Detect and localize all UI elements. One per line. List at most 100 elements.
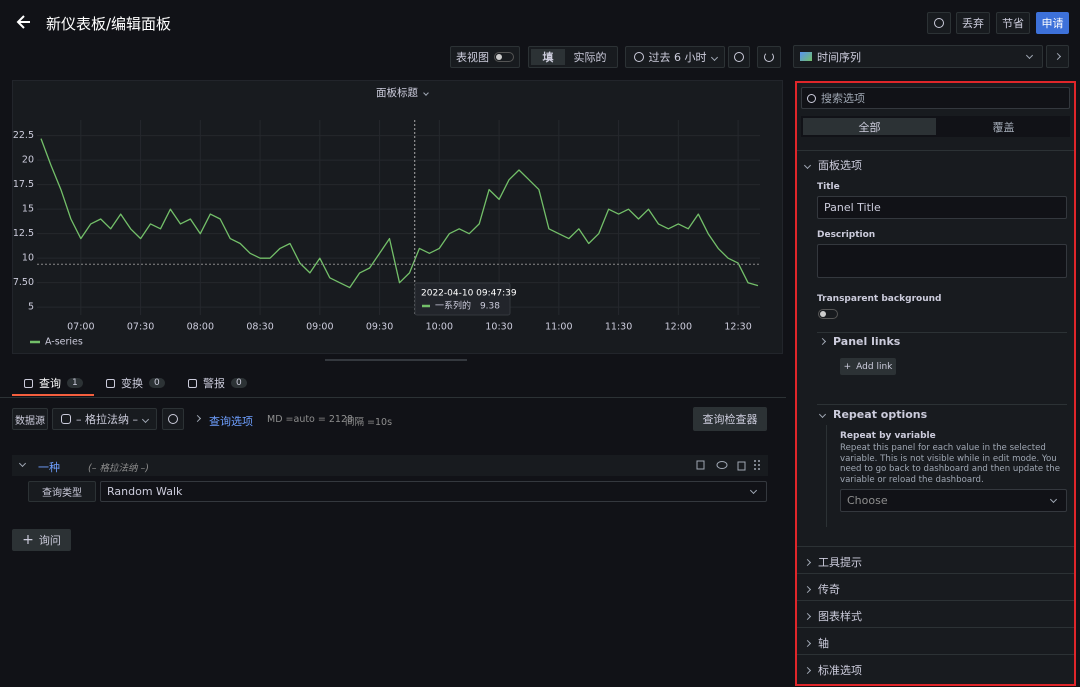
- panel-links-header[interactable]: Panel links: [818, 335, 901, 348]
- query-row: [12, 455, 768, 476]
- panel-title[interactable]: 面板标题: [376, 85, 429, 100]
- title-input[interactable]: Panel Title: [817, 196, 1067, 219]
- tab-label: 查询: [39, 377, 61, 390]
- section-title: 图表样式: [818, 610, 862, 623]
- back-icon[interactable]: [16, 14, 32, 30]
- x-tick-label: 07:00: [67, 322, 94, 333]
- help-button[interactable]: [162, 408, 184, 430]
- query-tab[interactable]: 警报 0: [188, 375, 247, 391]
- fill-option[interactable]: 填: [531, 49, 565, 65]
- section-title: 工具提示: [818, 556, 862, 569]
- datasource-picker[interactable]: – 格拉法纳 –: [52, 408, 157, 430]
- description-input[interactable]: [817, 244, 1067, 278]
- tooltip-time: 2022-04-10 09:47:39: [421, 289, 517, 299]
- settings-button[interactable]: [927, 12, 951, 34]
- section-header[interactable]: 传奇: [803, 581, 840, 597]
- visualization: 时间序列: [817, 50, 861, 64]
- chevron: [803, 558, 812, 566]
- collapse-options[interactable]: [1046, 45, 1069, 68]
- section-title: 标准选项: [818, 664, 862, 677]
- query-tab[interactable]: 变换 0: [106, 375, 165, 391]
- tab-count: 1: [67, 378, 83, 388]
- add-link: Add link: [856, 361, 893, 372]
- datasource: – 格拉法纳 –: [76, 413, 138, 426]
- query-type: Random Walk: [107, 485, 183, 498]
- divider: [0, 397, 786, 398]
- add-query-button[interactable]: + 询问: [12, 529, 71, 551]
- chevron: [803, 585, 812, 593]
- resize-handle[interactable]: [325, 359, 467, 361]
- search-options[interactable]: 搜索选项: [801, 87, 1070, 109]
- page-title: 新仪表板/编辑面板: [46, 15, 172, 33]
- zoom-out-button[interactable]: [728, 46, 750, 68]
- query-tab[interactable]: 查询 1: [24, 375, 83, 391]
- table-view-toggle[interactable]: 表视图: [450, 46, 520, 68]
- tab-label: 变换: [121, 377, 143, 390]
- apply-button[interactable]: 申请: [1036, 12, 1069, 34]
- plus: +: [22, 532, 34, 548]
- datasource-label: 数据源: [12, 408, 48, 430]
- plus: +: [843, 361, 852, 372]
- x-tick-label: 11:00: [545, 322, 572, 333]
- query-inspector-button[interactable]: 查询检查器: [693, 407, 767, 431]
- query-datasource: (– 格拉法纳 –): [88, 463, 149, 474]
- x-tick-label: 09:00: [306, 322, 333, 333]
- repeat-choose: Choose: [847, 494, 888, 507]
- x-tick-label: 12:30: [724, 322, 751, 333]
- section-title: 传奇: [818, 583, 840, 596]
- x-tick-label: 10:00: [426, 322, 453, 333]
- section-header[interactable]: 轴: [803, 635, 829, 651]
- divider: [797, 627, 1074, 628]
- panel-options: 面板选项: [818, 159, 862, 172]
- save-button[interactable]: 节省: [996, 12, 1030, 34]
- chevron: [803, 639, 812, 647]
- fill-actual-switch: 填 实际的: [528, 46, 618, 68]
- divider: [797, 546, 1074, 547]
- transparent-toggle[interactable]: [818, 309, 838, 319]
- legend-label: A-series: [45, 337, 83, 348]
- description-label: Description: [817, 230, 876, 240]
- y-tick-label: 22.5: [13, 130, 34, 141]
- time-range: 过去 6 小时: [648, 51, 707, 64]
- add-query-label: 询问: [38, 534, 61, 547]
- visualization-picker[interactable]: 时间序列: [793, 45, 1043, 68]
- toggle: [494, 52, 514, 62]
- section-header[interactable]: 标准选项: [803, 662, 862, 678]
- x-tick-label: 07:30: [127, 322, 154, 333]
- repeat-select[interactable]: Choose: [840, 489, 1067, 512]
- time-range-picker[interactable]: 过去 6 小时: [625, 46, 725, 68]
- section-title: 轴: [818, 637, 829, 650]
- repeat-options: Repeat options: [833, 408, 928, 421]
- x-tick-label: 09:30: [366, 322, 393, 333]
- y-tick-label: 7.50: [13, 277, 34, 288]
- query-actions[interactable]: [696, 459, 762, 471]
- section-border: [826, 425, 827, 527]
- query-name[interactable]: 一种: [38, 461, 60, 474]
- options-chevron: [193, 414, 202, 423]
- chevron: [803, 666, 812, 674]
- panel-links: Panel links: [833, 335, 901, 348]
- panel-options-header[interactable]: 面板选项: [803, 157, 862, 173]
- x-tick-label: 08:30: [246, 322, 273, 333]
- tab-all[interactable]: 全部: [803, 118, 936, 135]
- section-header[interactable]: 图表样式: [803, 608, 862, 624]
- x-tick-label: 11:30: [605, 322, 632, 333]
- refresh-button[interactable]: [757, 46, 781, 68]
- actual-option[interactable]: 实际的: [573, 51, 607, 64]
- divider: [797, 654, 1074, 655]
- panel-title-text: 面板标题: [376, 87, 418, 99]
- query-interval: 间隔 =10s: [345, 417, 393, 428]
- add-link-button[interactable]: + Add link: [840, 358, 896, 375]
- query-type-label: 查询类型: [28, 481, 96, 502]
- section-header[interactable]: 工具提示: [803, 554, 862, 570]
- repeat-options-header[interactable]: Repeat options: [818, 408, 928, 421]
- discard-button[interactable]: 丢弃: [956, 12, 990, 34]
- tab-overrides[interactable]: 覆盖: [992, 120, 1015, 134]
- y-tick-label: 5: [28, 302, 34, 313]
- query-type-select[interactable]: Random Walk: [100, 481, 767, 502]
- query-options[interactable]: 查询选项: [209, 415, 253, 428]
- x-tick-label: 10:30: [485, 322, 512, 333]
- query-md: MD =auto = 2128: [267, 414, 354, 425]
- active-tab-underline: [12, 394, 94, 396]
